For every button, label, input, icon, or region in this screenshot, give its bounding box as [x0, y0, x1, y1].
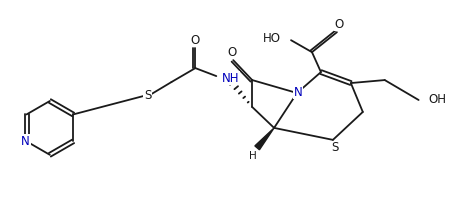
Text: O: O — [228, 46, 237, 59]
Text: S: S — [331, 141, 338, 154]
Text: O: O — [191, 34, 200, 47]
Text: HO: HO — [263, 32, 281, 45]
Text: OH: OH — [428, 94, 446, 107]
Text: S: S — [144, 88, 151, 101]
Polygon shape — [255, 128, 274, 150]
Text: H: H — [249, 151, 257, 161]
Text: NH: NH — [222, 72, 240, 85]
Text: O: O — [334, 18, 343, 31]
Text: N: N — [21, 135, 30, 148]
Text: N: N — [294, 85, 302, 98]
